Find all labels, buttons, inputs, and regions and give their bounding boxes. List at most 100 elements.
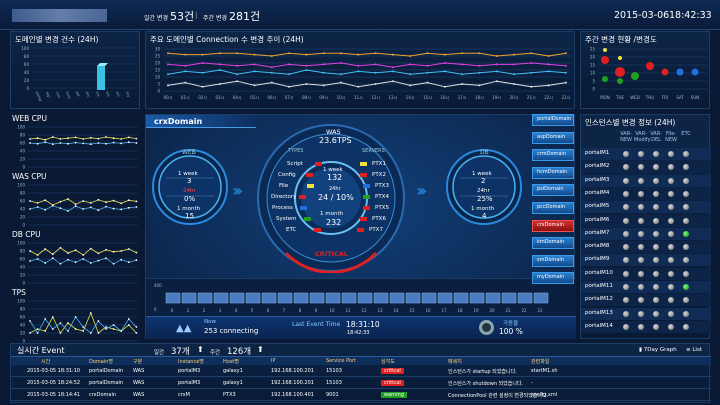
was-type-label[interactable]: System <box>276 216 297 222</box>
status-dot <box>623 257 629 264</box>
was-type-label[interactable]: Process <box>272 205 293 211</box>
status-dot <box>668 151 674 157</box>
status-dot <box>623 270 629 277</box>
x-tick: WED <box>630 95 640 100</box>
y-tick: 100 <box>17 125 25 130</box>
series-point <box>67 330 69 332</box>
event-col-header: 시간 <box>41 359 51 365</box>
trend-point <box>374 83 377 85</box>
x-tick: crx <box>95 91 101 97</box>
web-24hr-label: 24hr <box>183 188 196 194</box>
x-tick: 11 <box>345 308 351 313</box>
trend-point <box>305 83 308 85</box>
db-month-value: 4 <box>482 212 487 220</box>
x-tick: 17시 <box>458 95 467 100</box>
domain-psiDomain[interactable]: psiDomain <box>532 184 574 197</box>
was-type-label[interactable]: ETC <box>286 227 297 233</box>
x-tick: FRI <box>662 95 668 100</box>
trend-point <box>236 64 239 67</box>
domain-smDomain[interactable]: smDomain <box>532 254 574 267</box>
series-point <box>120 250 123 252</box>
event-row[interactable]: 2015-03-05 18:14:41 crxDomain WAS crxM PTX3 1… <box>11 390 711 401</box>
trend-point <box>461 63 464 66</box>
domain-crxDomain[interactable]: crxDomain <box>532 219 574 232</box>
series-point <box>112 250 115 253</box>
list-button[interactable]: ≡ List <box>686 347 702 353</box>
trend-point <box>201 53 204 56</box>
domain-tab[interactable]: crxDomain <box>146 115 256 128</box>
mini-chart-title: TPS <box>12 288 26 297</box>
series-point <box>135 142 138 144</box>
domain-crmDomain[interactable]: crmDomain <box>532 149 574 162</box>
domain-kmDomain[interactable]: kmDomain <box>532 237 574 250</box>
event-col-header: Service Port <box>326 358 356 364</box>
was-month-value: 232 <box>326 218 342 227</box>
header-separator: | <box>195 11 198 19</box>
was-type-label[interactable]: File <box>279 183 289 189</box>
trend-point <box>391 66 394 69</box>
progress-block <box>437 292 453 304</box>
trend-point <box>305 53 308 56</box>
trend-point <box>305 69 308 71</box>
weekly-change-value: 281건 <box>229 10 261 23</box>
domain-aspDomain[interactable]: aspDomain <box>532 131 574 144</box>
status-dot <box>653 244 659 251</box>
trend-point <box>218 52 221 55</box>
x-tick: 07시 <box>285 95 294 100</box>
event-cell: 인스턴스가 shutdown 되었습니다. <box>448 381 524 387</box>
y-tick: 0 <box>157 89 160 94</box>
graph-button[interactable]: ▮ 7Day Graph <box>639 347 677 353</box>
was-server-label[interactable]: PTX1 <box>372 161 386 167</box>
trend-point <box>547 70 550 73</box>
x-tick: 05시 <box>250 95 259 100</box>
trend-point <box>409 73 412 76</box>
trend-point <box>495 63 498 66</box>
status-dot <box>638 270 644 277</box>
series-point <box>89 332 92 334</box>
server-indicator <box>363 206 370 210</box>
trend-point <box>478 84 481 87</box>
status-dot <box>638 151 644 157</box>
bubble <box>631 72 639 80</box>
status-dot <box>623 151 629 157</box>
domain-myDomain[interactable]: myDomain <box>532 272 574 285</box>
was-server-label[interactable]: PTX3 <box>375 183 389 189</box>
event-cell: WAS <box>133 368 145 374</box>
was-server-label[interactable]: PTX4 <box>375 194 389 200</box>
progress-block <box>165 292 181 304</box>
progress-block <box>293 292 309 304</box>
daily-change-label: 일간 변경 <box>144 15 168 22</box>
instance-name: portalM13 <box>585 309 613 316</box>
event-row[interactable]: 2015-03-05 18:24:52 portalDomain WAS portal… <box>11 378 711 389</box>
domain-pccDomain[interactable]: pccDomain <box>532 202 574 214</box>
trend-point <box>288 85 291 88</box>
series-point <box>105 201 107 204</box>
instance-row <box>581 187 711 200</box>
series-point <box>29 138 31 140</box>
series-point <box>29 250 31 252</box>
was-type-label[interactable]: Directory <box>271 194 297 200</box>
series-point <box>44 262 47 264</box>
series-point <box>51 253 54 256</box>
event-cell: galaxy1 <box>223 368 243 374</box>
series-point <box>67 142 69 145</box>
was-type-label[interactable]: Script <box>287 161 303 167</box>
series-point <box>135 137 138 140</box>
web-week-value: 3 <box>187 177 192 185</box>
status-dot <box>638 177 644 184</box>
db-gauge[interactable] <box>444 147 524 227</box>
event-row[interactable]: 2015-03-05 18:31:10 portalDomain WAS portal… <box>11 366 711 377</box>
was-server-label[interactable]: PTX5 <box>375 205 389 211</box>
was-server-label[interactable]: PTX6 <box>372 216 386 222</box>
was-server-label[interactable]: PTX2 <box>372 172 386 178</box>
domain-hcmDomain[interactable]: hcmDomain <box>532 166 574 179</box>
domain-portalDomain[interactable]: portalDomain <box>532 114 574 126</box>
was-type-label[interactable]: Config <box>278 172 296 178</box>
instance-name: portalM6 <box>585 216 610 223</box>
event-col-header: Domain명 <box>89 359 114 365</box>
web-gauge[interactable] <box>150 147 230 227</box>
weekly-panel: 주간 변경 현황 /변경도 25 20 15 10 5 0 MON TUE WED THU FRI S… <box>580 31 710 109</box>
was-server-label[interactable]: PTX7 <box>369 227 383 233</box>
type-indicator <box>314 228 321 232</box>
